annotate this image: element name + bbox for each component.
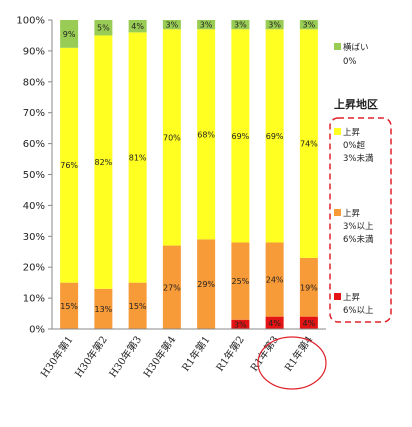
legend-swatch-rise-6plus: [334, 293, 341, 300]
y-tick-label: 0%: [29, 325, 45, 336]
data-label: 15%: [129, 302, 147, 311]
y-axis: 0% 10% 20% 30% 40% 50% 60% 70% 80% 90% 100%: [16, 16, 53, 336]
data-label: 5%: [97, 24, 110, 33]
bar-segment: [162, 29, 181, 246]
bar-segment: [265, 29, 284, 243]
bar-segment: [197, 239, 216, 329]
legend-rise-0-3-line2: 0%超: [343, 140, 365, 151]
data-label: 9%: [63, 30, 76, 39]
data-label: 82%: [94, 158, 112, 167]
data-label: 68%: [197, 130, 215, 139]
data-label: 76%: [60, 161, 78, 170]
legend-swatch-rise-0-3: [334, 128, 341, 135]
legend-flat-line1: 横ばい: [343, 42, 369, 53]
bar-segment: [162, 245, 181, 329]
highlight-ellipse: [257, 336, 327, 390]
x-tick-label: H30年第2: [72, 333, 110, 380]
bar-segment: [231, 20, 250, 30]
y-tick-label: 60%: [23, 139, 45, 150]
legend-rise-0-3-line3: 3%未満: [343, 153, 374, 164]
legend-item-rise-3-6: 上昇 3%以上 6%未満: [334, 209, 374, 245]
bar-segment: [60, 47, 79, 283]
bar-segment: [60, 282, 79, 329]
data-label: 70%: [163, 133, 181, 142]
x-tick-label: H30年第4: [140, 333, 178, 380]
data-label: 81%: [129, 154, 147, 163]
legend-group-box: [329, 117, 392, 323]
data-label: 3%: [166, 21, 179, 30]
data-label: 15%: [60, 302, 78, 311]
legend-flat-line2: 0%: [343, 57, 357, 67]
bar-segment: [265, 242, 284, 317]
x-tick-label: H30年第3: [106, 333, 144, 380]
data-label: 25%: [231, 277, 249, 286]
bar-segment: [265, 316, 284, 329]
data-label: 3%: [303, 21, 316, 30]
y-tick-label: 30%: [23, 232, 45, 243]
legend-group-title: 上昇地区: [334, 97, 378, 111]
data-label: 69%: [231, 132, 249, 141]
bar-segment: [94, 20, 113, 36]
bar-segment: [231, 319, 250, 329]
bar-segment: [299, 20, 318, 30]
data-label: 3%: [234, 21, 247, 30]
data-label: 24%: [266, 276, 284, 285]
y-tick-label: 70%: [23, 108, 45, 119]
bar-segment: [94, 288, 113, 329]
y-tick-label: 40%: [23, 201, 45, 212]
bar-segment: [231, 29, 250, 243]
x-tick-label: R1年第1: [179, 333, 213, 373]
legend-rise-3-6-line1: 上昇: [343, 209, 361, 219]
legend-rise-3-6-line2: 3%以上: [343, 222, 374, 232]
bar-segment: [128, 20, 147, 33]
bar-segment: [299, 29, 318, 258]
data-label: 19%: [300, 283, 318, 292]
bar-segment: [231, 242, 250, 320]
bar-segment: [197, 29, 216, 240]
data-label: 69%: [266, 132, 284, 141]
y-tick-label: 90%: [23, 46, 45, 57]
bars: 15% 76% 9% 13% 82% 5% 15% 81% 4% 27% 70% 3% 29% 68% 3%…: [60, 20, 318, 329]
legend-swatch-rise-3-6: [334, 209, 341, 216]
legend-item-rise-0-3: 上昇 0%超 3%未満: [334, 128, 374, 164]
legend-rise-0-3-line1: 上昇: [343, 128, 361, 138]
legend-rise-6plus-line1: 上昇: [343, 293, 361, 303]
data-label: 4%: [268, 319, 281, 328]
bar-segment: [197, 20, 216, 30]
legend-rise-3-6-line3: 6%未満: [343, 234, 374, 245]
y-tick-label: 20%: [23, 263, 45, 274]
bar-segment: [128, 282, 147, 329]
data-label: 3%: [200, 21, 213, 30]
bar-segment: [94, 35, 113, 289]
bar-segment: [299, 316, 318, 329]
y-tick-label: 10%: [23, 294, 45, 305]
data-label: 3%: [268, 21, 281, 30]
data-label: 13%: [94, 305, 112, 314]
y-tick-label: 80%: [23, 77, 45, 88]
y-tick-label: 100%: [16, 16, 45, 27]
legend-rise-6plus-line2: 6%以上: [343, 306, 374, 316]
legend-swatch-flat: [334, 43, 341, 50]
data-label: 4%: [303, 319, 316, 328]
bar-segment: [299, 257, 318, 317]
bar-segment: [128, 32, 147, 283]
legend-item-rise-6plus: 上昇 6%以上: [334, 293, 374, 316]
bar-segment: [60, 20, 79, 48]
x-tick-label: R1年第4: [282, 333, 316, 373]
bar-segment: [265, 20, 284, 30]
x-tick-label: R1年第2: [213, 333, 247, 373]
data-label: 74%: [300, 140, 318, 149]
data-label: 4%: [131, 22, 144, 31]
legend-flat: 横ばい 0%: [334, 42, 369, 67]
data-label: 27%: [163, 283, 181, 292]
data-label: 3%: [234, 320, 247, 329]
bar-segment: [162, 20, 181, 30]
x-tick-label: H30年第1: [38, 333, 76, 380]
data-label: 29%: [197, 280, 215, 289]
y-tick-label: 50%: [23, 170, 45, 181]
